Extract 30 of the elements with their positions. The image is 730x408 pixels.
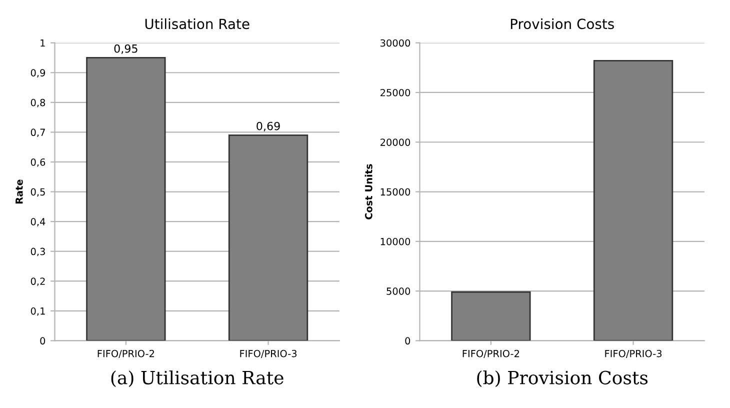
x-tick-label: FIFO/PRIO-3 [240, 350, 297, 358]
x-tick-label: FIFO/PRIO-2 [98, 350, 154, 358]
chart-title: Utilisation Rate [145, 18, 250, 30]
chart-title: Provision Costs [510, 18, 614, 30]
y-tick-label: 25000 [380, 88, 410, 96]
y-tick-label: 0 [405, 337, 410, 345]
y-tick-label: 0 [40, 337, 46, 345]
y-tick-label: 30000 [380, 39, 410, 47]
y-tick-label: 0,1 [30, 307, 45, 316]
y-tick-label: 20000 [380, 138, 410, 146]
text: (a) Utilisation Rate [111, 370, 284, 387]
y-tick-label: 15000 [380, 188, 410, 196]
y-tick-label: 0,8 [30, 98, 46, 108]
y-tick-label: 0,4 [30, 218, 46, 226]
data-label: 0,69 [256, 122, 280, 132]
y-tick-label: 0,6 [30, 158, 46, 167]
y-tick-label: 0,2 [30, 278, 45, 286]
y-tick-label: 0,9 [30, 69, 46, 78]
x-tick-label: FIFO/PRIO-3 [605, 350, 662, 358]
y-tick-label: 5000 [386, 288, 410, 295]
x-tick-label: FIFO/PRIO-2 [462, 350, 519, 358]
y-tick-label: 0,3 [30, 248, 45, 256]
y-axis-title: Cost Units [364, 164, 372, 220]
data-label: 0,95 [114, 44, 138, 54]
text: (b) Provision Costs [477, 370, 648, 387]
y-tick-label: 1 [40, 39, 45, 47]
y-axis-title: Rate [16, 180, 23, 204]
y-tick-label: 10000 [380, 238, 410, 246]
y-tick-label: 0,5 [30, 188, 45, 197]
y-tick-label: 0,7 [30, 128, 45, 138]
